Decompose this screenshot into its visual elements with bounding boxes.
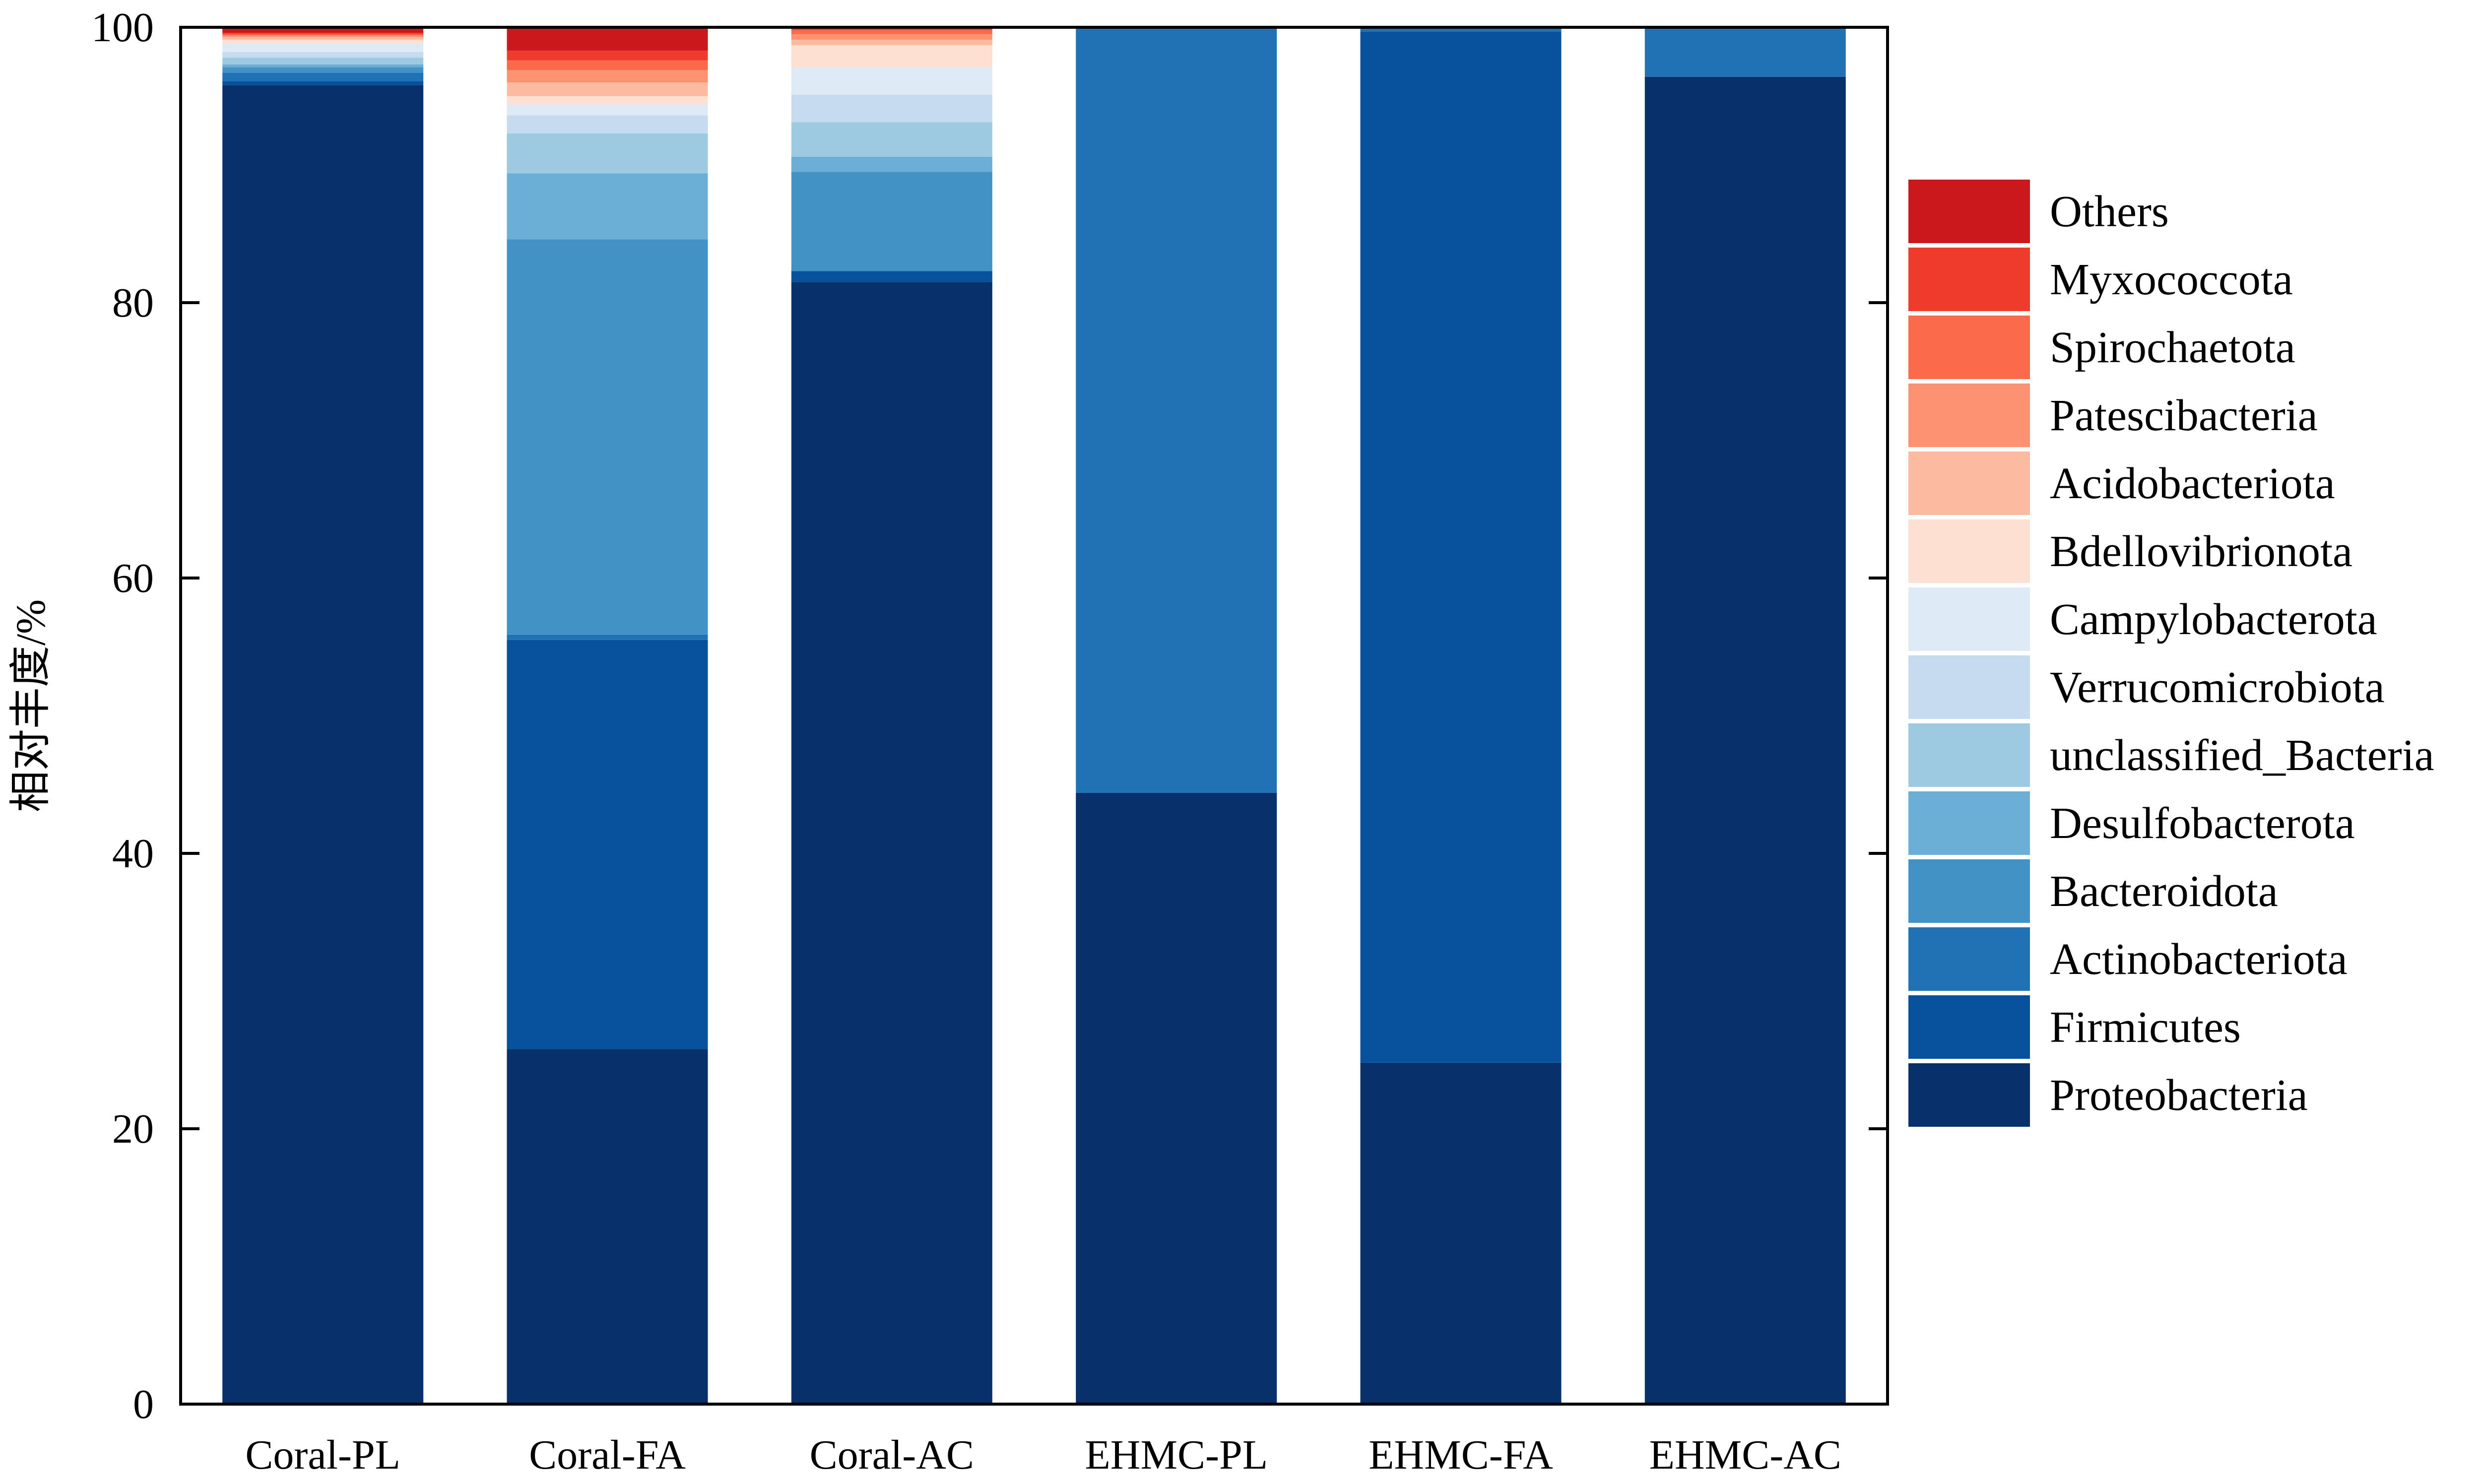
bar-segment-coral-pl-myxococcota — [222, 33, 424, 34]
legend-label: Verrucomicrobiota — [2050, 663, 2385, 712]
bar-segment-coral-ac-firmicutes — [791, 271, 992, 282]
bar-segment-coral-fa-spirochaetota — [507, 60, 708, 70]
bar-segment-coral-fa-bacteroidota — [507, 239, 708, 635]
bar-segment-coral-fa-unclassified-bacteria — [507, 133, 708, 174]
legend-swatch — [1908, 1063, 2030, 1127]
bar-segment-coral-ac-campylobacterota — [791, 67, 992, 95]
x-tick-label: Coral-FA — [529, 1432, 686, 1478]
bar-segment-coral-ac-myxococcota — [791, 28, 992, 30]
bar-segment-coral-ac-spirochaetota — [791, 30, 992, 34]
legend-label: Bacteroidota — [2050, 867, 2278, 916]
legend-swatch — [1908, 180, 2030, 243]
bar-segment-ehmc-fa-proteobacteria — [1360, 1062, 1562, 1404]
x-tick-label: EHMC-FA — [1369, 1432, 1553, 1478]
x-axis: Coral-PL Coral-FA Coral-AC EHMC-PL EHMC-FA EH… — [245, 1432, 1841, 1478]
legend-swatch — [1908, 927, 2030, 991]
legend-swatch — [1908, 519, 2030, 583]
legend-swatch — [1908, 859, 2030, 923]
legend-swatch — [1908, 655, 2030, 719]
bar-segment-coral-fa-campylobacterota — [507, 104, 708, 116]
bar-segment-coral-fa-patescibacteria — [507, 70, 708, 82]
bar-segment-coral-pl-spirochaetota — [222, 34, 424, 36]
bars-layer — [222, 27, 1846, 1405]
bar-segment-ehmc-ac-proteobacteria — [1644, 76, 1846, 1405]
legend-label: Spirochaetota — [2050, 323, 2295, 372]
bar-segment-coral-pl-proteobacteria — [222, 85, 424, 1404]
bar-segment-coral-fa-others — [507, 27, 708, 51]
bar-segment-coral-fa-proteobacteria — [507, 1049, 708, 1404]
legend-label: Desulfobacterota — [2050, 799, 2355, 848]
legend-swatch — [1908, 995, 2030, 1059]
bar-segment-coral-pl-actinobacteriota — [222, 72, 424, 81]
x-tick-label: EHMC-PL — [1085, 1432, 1268, 1478]
bar-segment-coral-pl-firmicutes — [222, 81, 424, 85]
legend-swatch — [1908, 723, 2030, 787]
bar-segment-coral-fa-desulfobacterota — [507, 173, 708, 240]
x-tick-label: Coral-PL — [245, 1432, 400, 1478]
legend-label: Campylobacterota — [2050, 595, 2377, 644]
legend-swatch — [1908, 384, 2030, 447]
legend-label: Acidobacteriota — [2050, 459, 2335, 508]
y-tick-label: 100 — [91, 4, 154, 51]
legend: Others Myxococcota Spirochaetota Patescibac… — [1908, 180, 2434, 1127]
bar-segment-coral-pl-bdellovibrionota — [222, 40, 424, 44]
y-axis-title: 相对丰度/% — [8, 599, 54, 812]
bar-segment-coral-pl-verrucomicrobiota — [222, 52, 424, 58]
bar-segment-coral-ac-proteobacteria — [791, 282, 992, 1405]
bar-segment-ehmc-pl-proteobacteria — [1076, 792, 1277, 1404]
legend-label: Bdellovibrionota — [2050, 527, 2352, 576]
bar-segment-coral-ac-bacteroidota — [791, 172, 992, 271]
bar-segment-coral-ac-bdellovibrionota — [791, 45, 992, 67]
legend-swatch — [1908, 791, 2030, 855]
bar-segment-coral-pl-patescibacteria — [222, 35, 424, 37]
bar-segment-coral-pl-bacteroidota — [222, 67, 424, 73]
legend-label: Actinobacteriota — [2050, 935, 2348, 984]
bar-segment-ehmc-pl-actinobacteriota — [1076, 27, 1277, 793]
bar-segment-coral-fa-actinobacteriota — [507, 634, 708, 640]
y-axis: 0 20 40 60 80 100 — [91, 4, 1888, 1427]
legend-label: Myxococcota — [2050, 255, 2293, 304]
y-tick-label: 20 — [112, 1106, 154, 1152]
legend-swatch — [1908, 316, 2030, 379]
bar-segment-coral-ac-acidobacteriota — [791, 40, 992, 46]
legend-label: Patescibacteria — [2050, 391, 2318, 440]
x-tick-label: Coral-AC — [810, 1432, 974, 1478]
bar-segment-ehmc-fa-firmicutes — [1360, 31, 1562, 1063]
bar-segment-coral-pl-acidobacteriota — [222, 37, 424, 40]
bar-segment-coral-ac-unclassified-bacteria — [791, 122, 992, 157]
bar-segment-coral-ac-patescibacteria — [791, 34, 992, 40]
y-tick-label: 40 — [112, 831, 154, 877]
legend-swatch — [1908, 587, 2030, 651]
bar-segment-ehmc-ac-actinobacteriota — [1644, 27, 1846, 77]
legend-label: Proteobacteria — [2050, 1071, 2308, 1120]
y-tick-label: 60 — [112, 555, 154, 601]
bar-segment-coral-fa-verrucomicrobiota — [507, 115, 708, 133]
bar-segment-coral-pl-campylobacterota — [222, 44, 424, 52]
bar-segment-coral-pl-others — [222, 27, 424, 33]
y-tick-label: 80 — [112, 280, 154, 326]
x-tick-label: EHMC-AC — [1649, 1432, 1841, 1478]
bar-segment-coral-pl-desulfobacterota — [222, 64, 424, 67]
legend-swatch — [1908, 248, 2030, 311]
bar-segment-coral-ac-verrucomicrobiota — [791, 95, 992, 123]
legend-swatch — [1908, 452, 2030, 515]
bar-segment-coral-fa-firmicutes — [507, 640, 708, 1049]
bar-segment-coral-fa-myxococcota — [507, 51, 708, 61]
bar-segment-ehmc-fa-actinobacteriota — [1360, 27, 1562, 32]
legend-label: Others — [2050, 187, 2169, 236]
plot-frame — [179, 26, 1889, 1406]
legend-label: Firmicutes — [2050, 1003, 2241, 1052]
y-tick-label: 0 — [133, 1381, 154, 1427]
bar-segment-coral-pl-unclassified-bacteria — [222, 58, 424, 65]
bar-segment-coral-ac-desulfobacterota — [791, 156, 992, 172]
bar-segment-coral-fa-acidobacteriota — [507, 82, 708, 96]
bar-segment-coral-fa-bdellovibrionota — [507, 96, 708, 105]
legend-label: unclassified_Bacteria — [2050, 731, 2434, 780]
